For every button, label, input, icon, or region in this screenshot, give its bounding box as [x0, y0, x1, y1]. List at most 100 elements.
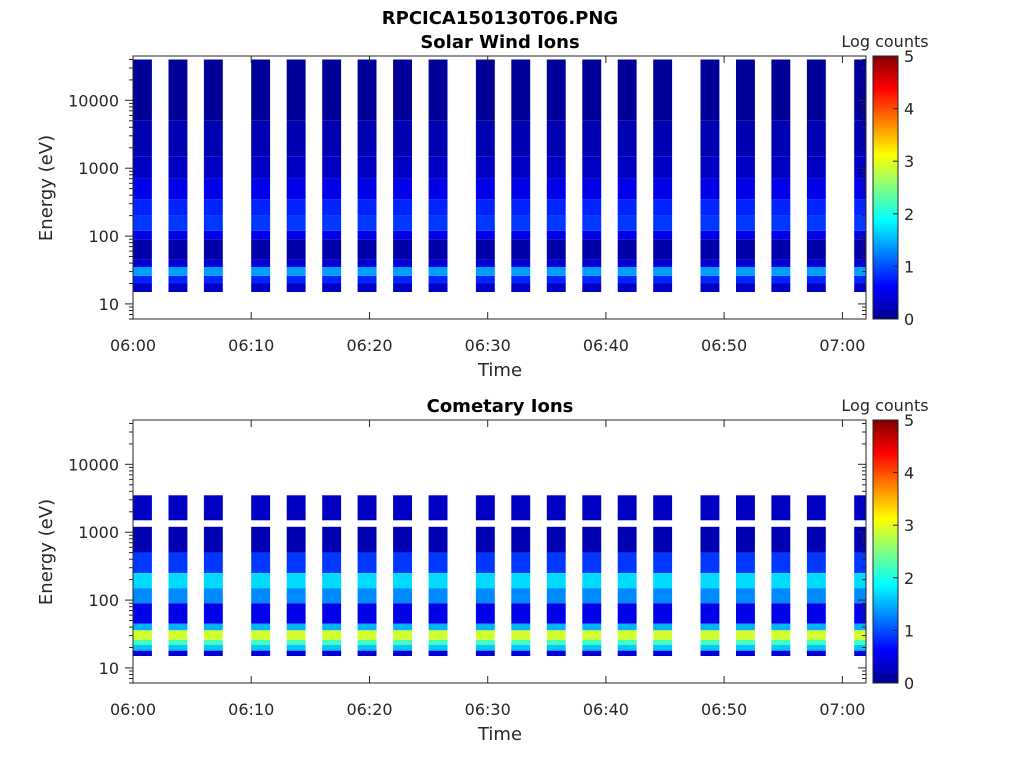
heatmap-cell [322, 630, 342, 640]
heatmap-cell [546, 552, 566, 573]
colorbar-tick-label: 0 [904, 674, 914, 693]
heatmap-cell [653, 120, 673, 157]
heatmap-cell [203, 230, 223, 240]
heatmap-cell [286, 623, 306, 631]
heatmap-cell [771, 650, 791, 656]
heatmap-cell [653, 275, 673, 284]
heatmap-cell [806, 156, 826, 179]
heatmap-cell [736, 630, 755, 640]
heatmap-cell [322, 650, 342, 656]
heatmap-cell [806, 650, 826, 656]
heatmap-cell [251, 283, 271, 292]
heatmap-cell [133, 573, 152, 589]
heatmap-cell [854, 267, 866, 276]
heatmap-cell [203, 178, 223, 200]
heatmap-cell [653, 259, 673, 267]
heatmap-cell [653, 495, 673, 521]
x-axis-label: Time [477, 360, 522, 381]
heatmap-cell [736, 623, 755, 631]
heatmap-cell [511, 639, 531, 645]
heatmap-cell [475, 283, 495, 292]
heatmap-cell [546, 623, 566, 631]
heatmap-cell [133, 156, 152, 179]
heatmap-cell [617, 650, 637, 656]
heatmap-cell [771, 588, 791, 604]
heatmap-cell [251, 239, 271, 260]
heatmap-cell [771, 230, 791, 240]
heatmap-cell [357, 526, 377, 553]
heatmap-cell [700, 526, 720, 553]
heatmap-cell [428, 639, 448, 645]
heatmap-cell [511, 199, 531, 216]
heatmap-cell [806, 639, 826, 645]
heatmap-cell [475, 178, 495, 200]
heatmap-cell [582, 495, 602, 521]
colorbar [872, 419, 899, 684]
heatmap-cell [854, 630, 866, 640]
heatmap-cell [475, 59, 495, 121]
heatmap-cell [806, 230, 826, 240]
heatmap-cell [771, 267, 791, 276]
y-tick-label: 10 [99, 295, 119, 314]
heatmap-cell [771, 215, 791, 231]
y-tick-label: 10000 [68, 455, 119, 474]
heatmap-cell [582, 588, 602, 604]
heatmap-cell [322, 156, 342, 179]
heatmap-cell [393, 215, 412, 231]
heatmap-cell [322, 526, 342, 553]
heatmap-cell [854, 650, 866, 656]
heatmap-cell [251, 259, 271, 267]
x-axis-label: Time [477, 724, 522, 745]
heatmap-cell [168, 199, 188, 216]
heatmap-cell [286, 639, 306, 645]
heatmap-cell [322, 120, 342, 157]
heatmap-cell [322, 267, 342, 276]
heatmap-cell [771, 603, 791, 624]
heatmap-cell [475, 644, 495, 651]
heatmap-cell [133, 644, 152, 651]
colorbar-tick-label: 0 [904, 310, 914, 329]
heatmap-cell [286, 495, 306, 521]
heatmap-cell [700, 552, 720, 573]
heatmap-cell [428, 230, 448, 240]
colorbar-tick-label: 2 [904, 569, 914, 588]
heatmap-cell [133, 230, 152, 240]
heatmap-cell [203, 639, 223, 645]
heatmap-cell [511, 526, 531, 553]
heatmap-cell [475, 215, 495, 231]
heatmap-cell [854, 283, 866, 292]
heatmap-cell [582, 156, 602, 179]
y-tick-label: 100 [88, 227, 119, 246]
heatmap-cell [806, 630, 826, 640]
heatmap-cell [203, 573, 223, 589]
heatmap-cell [133, 259, 152, 267]
heatmap-cell [428, 588, 448, 604]
heatmap-cell [736, 178, 755, 200]
heatmap-cell [251, 573, 271, 589]
heatmap-cell [393, 156, 412, 179]
heatmap-cell [582, 230, 602, 240]
heatmap-cell [475, 552, 495, 573]
heatmap-cell [322, 495, 342, 521]
plot-frame [132, 419, 867, 684]
heatmap-cell [393, 259, 412, 267]
heatmap-cell [771, 526, 791, 553]
heatmap-cell [133, 178, 152, 200]
heatmap-cell [700, 178, 720, 200]
heatmap-cell [617, 275, 637, 284]
heatmap-cell [286, 526, 306, 553]
heatmap-cell [806, 623, 826, 631]
colorbar-label: Log counts [841, 396, 928, 415]
heatmap-cell [322, 623, 342, 631]
heatmap-cell [133, 495, 152, 521]
heatmap-cell [168, 156, 188, 179]
heatmap-cell [617, 552, 637, 573]
heatmap-cell [511, 495, 531, 521]
heatmap-cell [428, 156, 448, 179]
y-tick-label: 10 [99, 659, 119, 678]
heatmap-cell [771, 59, 791, 121]
heatmap-cell [357, 275, 377, 284]
heatmap-cell [736, 59, 755, 121]
heatmap-cell [168, 230, 188, 240]
heatmap-cell [393, 603, 412, 624]
